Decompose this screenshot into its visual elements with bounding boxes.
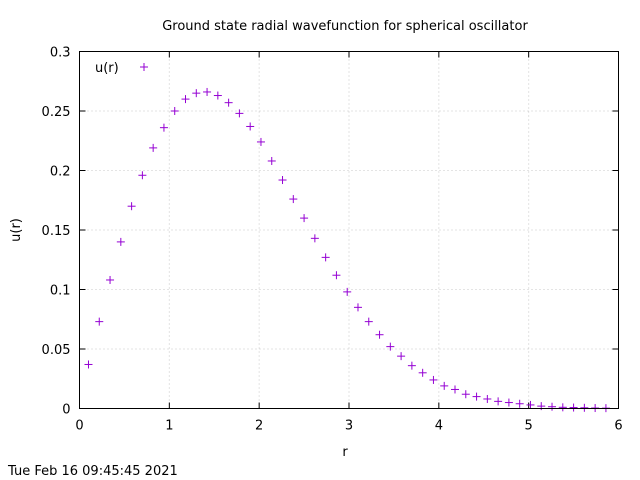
data-point: [300, 214, 309, 223]
data-point: [580, 403, 589, 412]
data-point: [397, 352, 406, 361]
data-point: [159, 123, 168, 132]
data-point: [332, 271, 341, 280]
x-tick-label: 3: [345, 419, 353, 434]
data-point: [278, 176, 287, 185]
data-point: [235, 109, 244, 118]
legend-marker: [140, 63, 148, 71]
data-point: [213, 91, 222, 100]
data-point: [84, 360, 93, 369]
x-tick-label: 6: [614, 419, 622, 434]
data-point: [386, 342, 395, 351]
y-tick-label: 0.05: [42, 343, 71, 358]
data-point: [569, 403, 578, 412]
y-axis-label: u(r): [9, 218, 24, 242]
data-point: [558, 403, 567, 412]
data-point: [192, 89, 201, 98]
y-tick-label: 0: [62, 403, 70, 418]
data-point: [526, 400, 535, 409]
data-point: [246, 122, 255, 131]
legend-marker-symbol: [140, 63, 148, 71]
data-point: [203, 87, 212, 96]
timestamp: Tue Feb 16 09:45:45 2021: [7, 464, 178, 479]
data-point: [483, 394, 492, 403]
data-point: [116, 237, 125, 246]
data-points: [84, 87, 610, 413]
data-point: [149, 143, 158, 152]
data-point: [321, 253, 330, 262]
data-point: [461, 390, 470, 399]
data-point: [472, 392, 481, 401]
data-point: [364, 317, 373, 326]
data-point: [95, 317, 104, 326]
data-point: [181, 95, 190, 104]
data-point: [256, 137, 265, 146]
y-tick-label: 0.25: [42, 105, 71, 120]
x-tick-label: 4: [435, 419, 443, 434]
data-point: [343, 287, 352, 296]
data-point: [494, 397, 503, 406]
data-point: [440, 381, 449, 390]
x-tick-label: 0: [75, 419, 83, 434]
data-point: [170, 107, 179, 115]
data-point: [224, 98, 233, 107]
data-point: [106, 275, 115, 284]
data-point: [353, 303, 362, 312]
data-point: [267, 156, 276, 165]
data-point: [515, 399, 524, 408]
grid: [79, 51, 619, 409]
x-tick-label: 2: [255, 419, 263, 434]
data-point: [504, 398, 513, 407]
data-point: [418, 368, 427, 377]
y-tick-label: 0.15: [42, 224, 71, 239]
axis-ticks: 0 1 2 3 4 5 6 0 0.05 0.1 0.15 0.2 0.25 0.3: [42, 46, 623, 434]
data-point: [429, 375, 438, 384]
x-tick-label: 5: [525, 419, 533, 434]
x-tick-label: 1: [165, 419, 173, 434]
legend-label: u(r): [95, 61, 119, 76]
data-point: [548, 402, 557, 411]
data-point: [138, 171, 147, 180]
data-point: [289, 195, 298, 204]
plot-frame: [79, 51, 619, 409]
data-point: [451, 385, 460, 394]
data-point: [127, 202, 136, 211]
x-axis-label: r: [342, 445, 348, 460]
y-tick-label: 0.1: [50, 284, 71, 299]
data-point: [407, 361, 416, 370]
y-tick-label: 0.3: [50, 46, 71, 61]
data-point: [375, 330, 384, 339]
y-tick-label: 0.2: [50, 165, 71, 180]
chart-title: Ground state radial wavefunction for sph…: [162, 19, 528, 34]
data-point: [310, 234, 319, 243]
